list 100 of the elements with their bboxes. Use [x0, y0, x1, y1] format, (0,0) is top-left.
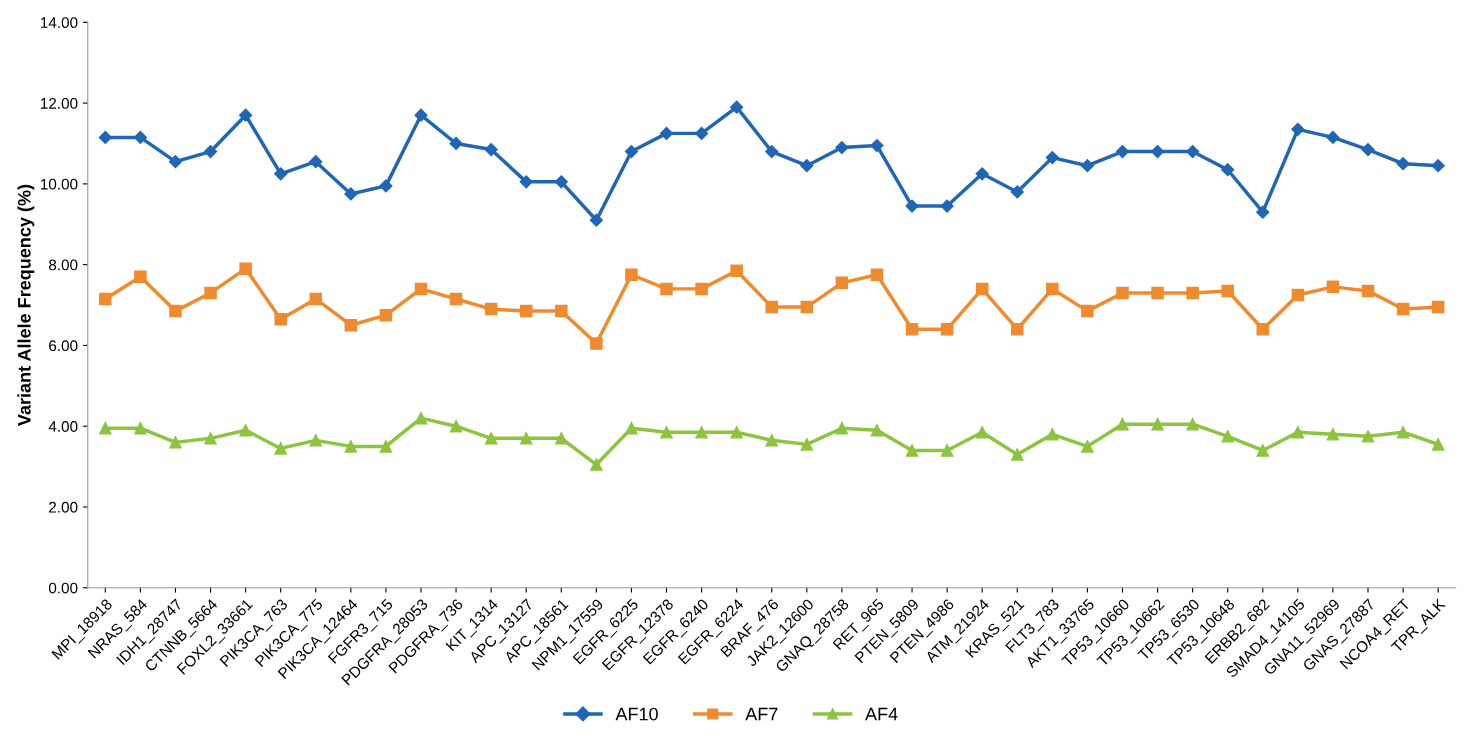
y-axis-title: Variant Allele Frequency (%) — [17, 184, 35, 426]
point — [1326, 280, 1340, 294]
point — [835, 276, 849, 290]
point — [274, 312, 287, 326]
point — [1186, 144, 1200, 159]
point — [414, 411, 428, 425]
point — [379, 179, 393, 193]
point — [555, 432, 568, 445]
point — [274, 167, 288, 181]
point — [239, 423, 252, 437]
point — [274, 442, 287, 455]
y-tick-label: 6.00 — [49, 340, 78, 352]
y-tick-label: 10.00 — [40, 178, 78, 190]
point — [975, 167, 989, 181]
point — [659, 126, 674, 140]
point — [1046, 428, 1059, 441]
legend-label: AF4 — [865, 707, 898, 721]
point — [1291, 288, 1305, 302]
point — [449, 419, 463, 433]
point — [1361, 284, 1375, 298]
point — [484, 432, 498, 445]
point — [1011, 448, 1024, 461]
point — [204, 286, 217, 300]
point — [1396, 157, 1410, 171]
y-tick-label: 4.00 — [48, 421, 78, 432]
point — [309, 155, 323, 169]
point — [1221, 430, 1234, 443]
point — [1396, 426, 1410, 439]
point — [1361, 142, 1375, 157]
point — [1151, 286, 1164, 300]
point — [940, 199, 954, 213]
point — [835, 140, 849, 155]
point — [800, 438, 814, 451]
legend-label: AF10 — [615, 707, 658, 721]
point — [1431, 159, 1445, 173]
point — [1291, 426, 1305, 439]
point — [589, 213, 603, 227]
point — [870, 138, 884, 153]
point — [905, 444, 919, 457]
point — [555, 304, 568, 318]
point — [1115, 144, 1130, 159]
point — [99, 292, 112, 306]
point — [309, 434, 323, 447]
point — [1291, 122, 1305, 136]
point — [1150, 144, 1165, 159]
point — [660, 282, 673, 296]
y-tick-label: 14.00 — [40, 17, 78, 29]
point — [590, 337, 603, 350]
point — [625, 268, 638, 281]
point — [98, 130, 112, 145]
y-tick-label: 12.00 — [40, 97, 78, 109]
point — [695, 426, 708, 439]
point — [800, 159, 814, 173]
point — [800, 300, 814, 314]
point — [1080, 159, 1094, 173]
point — [169, 304, 182, 318]
point — [169, 436, 182, 449]
point — [1011, 323, 1024, 336]
point — [590, 458, 603, 471]
point — [1431, 438, 1445, 451]
point — [203, 144, 218, 159]
point — [344, 318, 358, 332]
point — [134, 270, 147, 284]
point — [765, 434, 778, 447]
point — [379, 440, 393, 453]
point — [1186, 417, 1199, 431]
point — [1046, 282, 1059, 296]
y-tick-label: 8.00 — [48, 259, 78, 271]
point — [554, 175, 568, 189]
point — [870, 423, 884, 437]
point — [765, 300, 778, 314]
point — [1431, 300, 1445, 314]
point — [379, 308, 393, 322]
y-tick-label: 0.00 — [48, 582, 78, 594]
point — [1081, 440, 1094, 453]
point — [133, 130, 147, 145]
point — [414, 282, 428, 296]
point — [694, 126, 709, 140]
point — [239, 262, 252, 275]
point — [940, 323, 954, 336]
point — [134, 421, 147, 435]
point — [519, 432, 533, 445]
point — [484, 302, 498, 316]
point — [204, 432, 217, 445]
point — [519, 304, 533, 318]
point — [1116, 417, 1129, 431]
point — [765, 144, 779, 159]
point — [1326, 428, 1340, 441]
point — [1186, 286, 1199, 300]
point — [1045, 151, 1059, 165]
point — [975, 426, 989, 439]
point — [309, 292, 323, 306]
point — [1116, 286, 1129, 300]
y-tick-label: 2.00 — [49, 501, 78, 513]
point — [414, 108, 428, 122]
point — [344, 187, 358, 201]
point — [905, 323, 919, 336]
point — [1396, 302, 1410, 316]
point — [449, 136, 463, 151]
point — [730, 426, 743, 439]
